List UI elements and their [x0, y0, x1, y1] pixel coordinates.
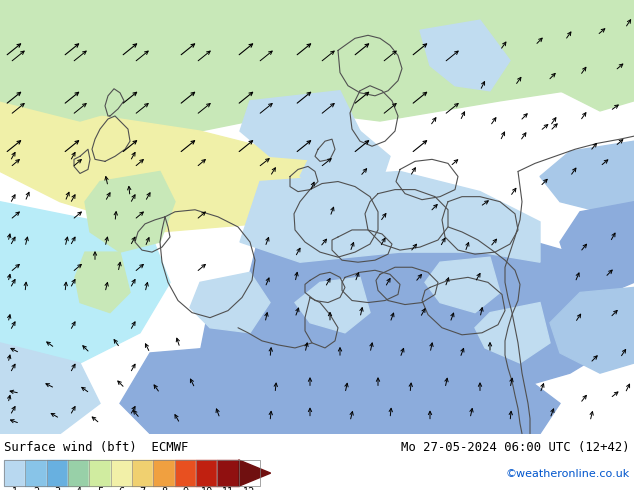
- Polygon shape: [85, 172, 175, 252]
- Bar: [111, 460, 132, 486]
- Bar: [153, 460, 174, 486]
- Text: 4: 4: [75, 487, 82, 490]
- Text: 7: 7: [139, 487, 146, 490]
- Text: Mo 27-05-2024 06:00 UTC (12+42): Mo 27-05-2024 06:00 UTC (12+42): [401, 441, 630, 454]
- Polygon shape: [300, 131, 390, 192]
- Polygon shape: [340, 0, 500, 101]
- Bar: [68, 460, 89, 486]
- Bar: [132, 460, 153, 486]
- Polygon shape: [120, 343, 560, 434]
- Polygon shape: [75, 252, 130, 313]
- Text: ©weatheronline.co.uk: ©weatheronline.co.uk: [506, 469, 630, 479]
- Polygon shape: [240, 91, 360, 161]
- Polygon shape: [545, 0, 634, 111]
- Polygon shape: [540, 141, 634, 212]
- Text: 8: 8: [161, 487, 167, 490]
- Text: 12: 12: [243, 487, 256, 490]
- Text: 3: 3: [55, 487, 60, 490]
- Text: 2: 2: [33, 487, 39, 490]
- Bar: [217, 460, 238, 486]
- Text: 11: 11: [222, 487, 234, 490]
- Text: 6: 6: [119, 487, 124, 490]
- Text: Surface wind (bft)  ECMWF: Surface wind (bft) ECMWF: [4, 441, 188, 454]
- Bar: [174, 460, 196, 486]
- Polygon shape: [560, 202, 634, 293]
- Polygon shape: [425, 257, 500, 313]
- Bar: [196, 460, 217, 486]
- Text: 9: 9: [182, 487, 188, 490]
- Polygon shape: [550, 288, 634, 373]
- Polygon shape: [475, 302, 550, 363]
- Bar: [89, 460, 111, 486]
- Polygon shape: [0, 343, 100, 434]
- Text: 10: 10: [200, 487, 213, 490]
- Polygon shape: [190, 272, 270, 333]
- Polygon shape: [0, 202, 170, 363]
- Polygon shape: [240, 172, 540, 262]
- Polygon shape: [420, 20, 510, 91]
- Polygon shape: [0, 60, 150, 121]
- Polygon shape: [295, 277, 370, 333]
- Polygon shape: [0, 101, 320, 232]
- Polygon shape: [200, 212, 620, 414]
- Bar: [4, 460, 25, 486]
- Polygon shape: [0, 0, 634, 131]
- Bar: [47, 460, 68, 486]
- Bar: [4, 460, 260, 486]
- Text: 1: 1: [11, 487, 18, 490]
- Text: 5: 5: [97, 487, 103, 490]
- Bar: [25, 460, 47, 486]
- Polygon shape: [238, 460, 271, 486]
